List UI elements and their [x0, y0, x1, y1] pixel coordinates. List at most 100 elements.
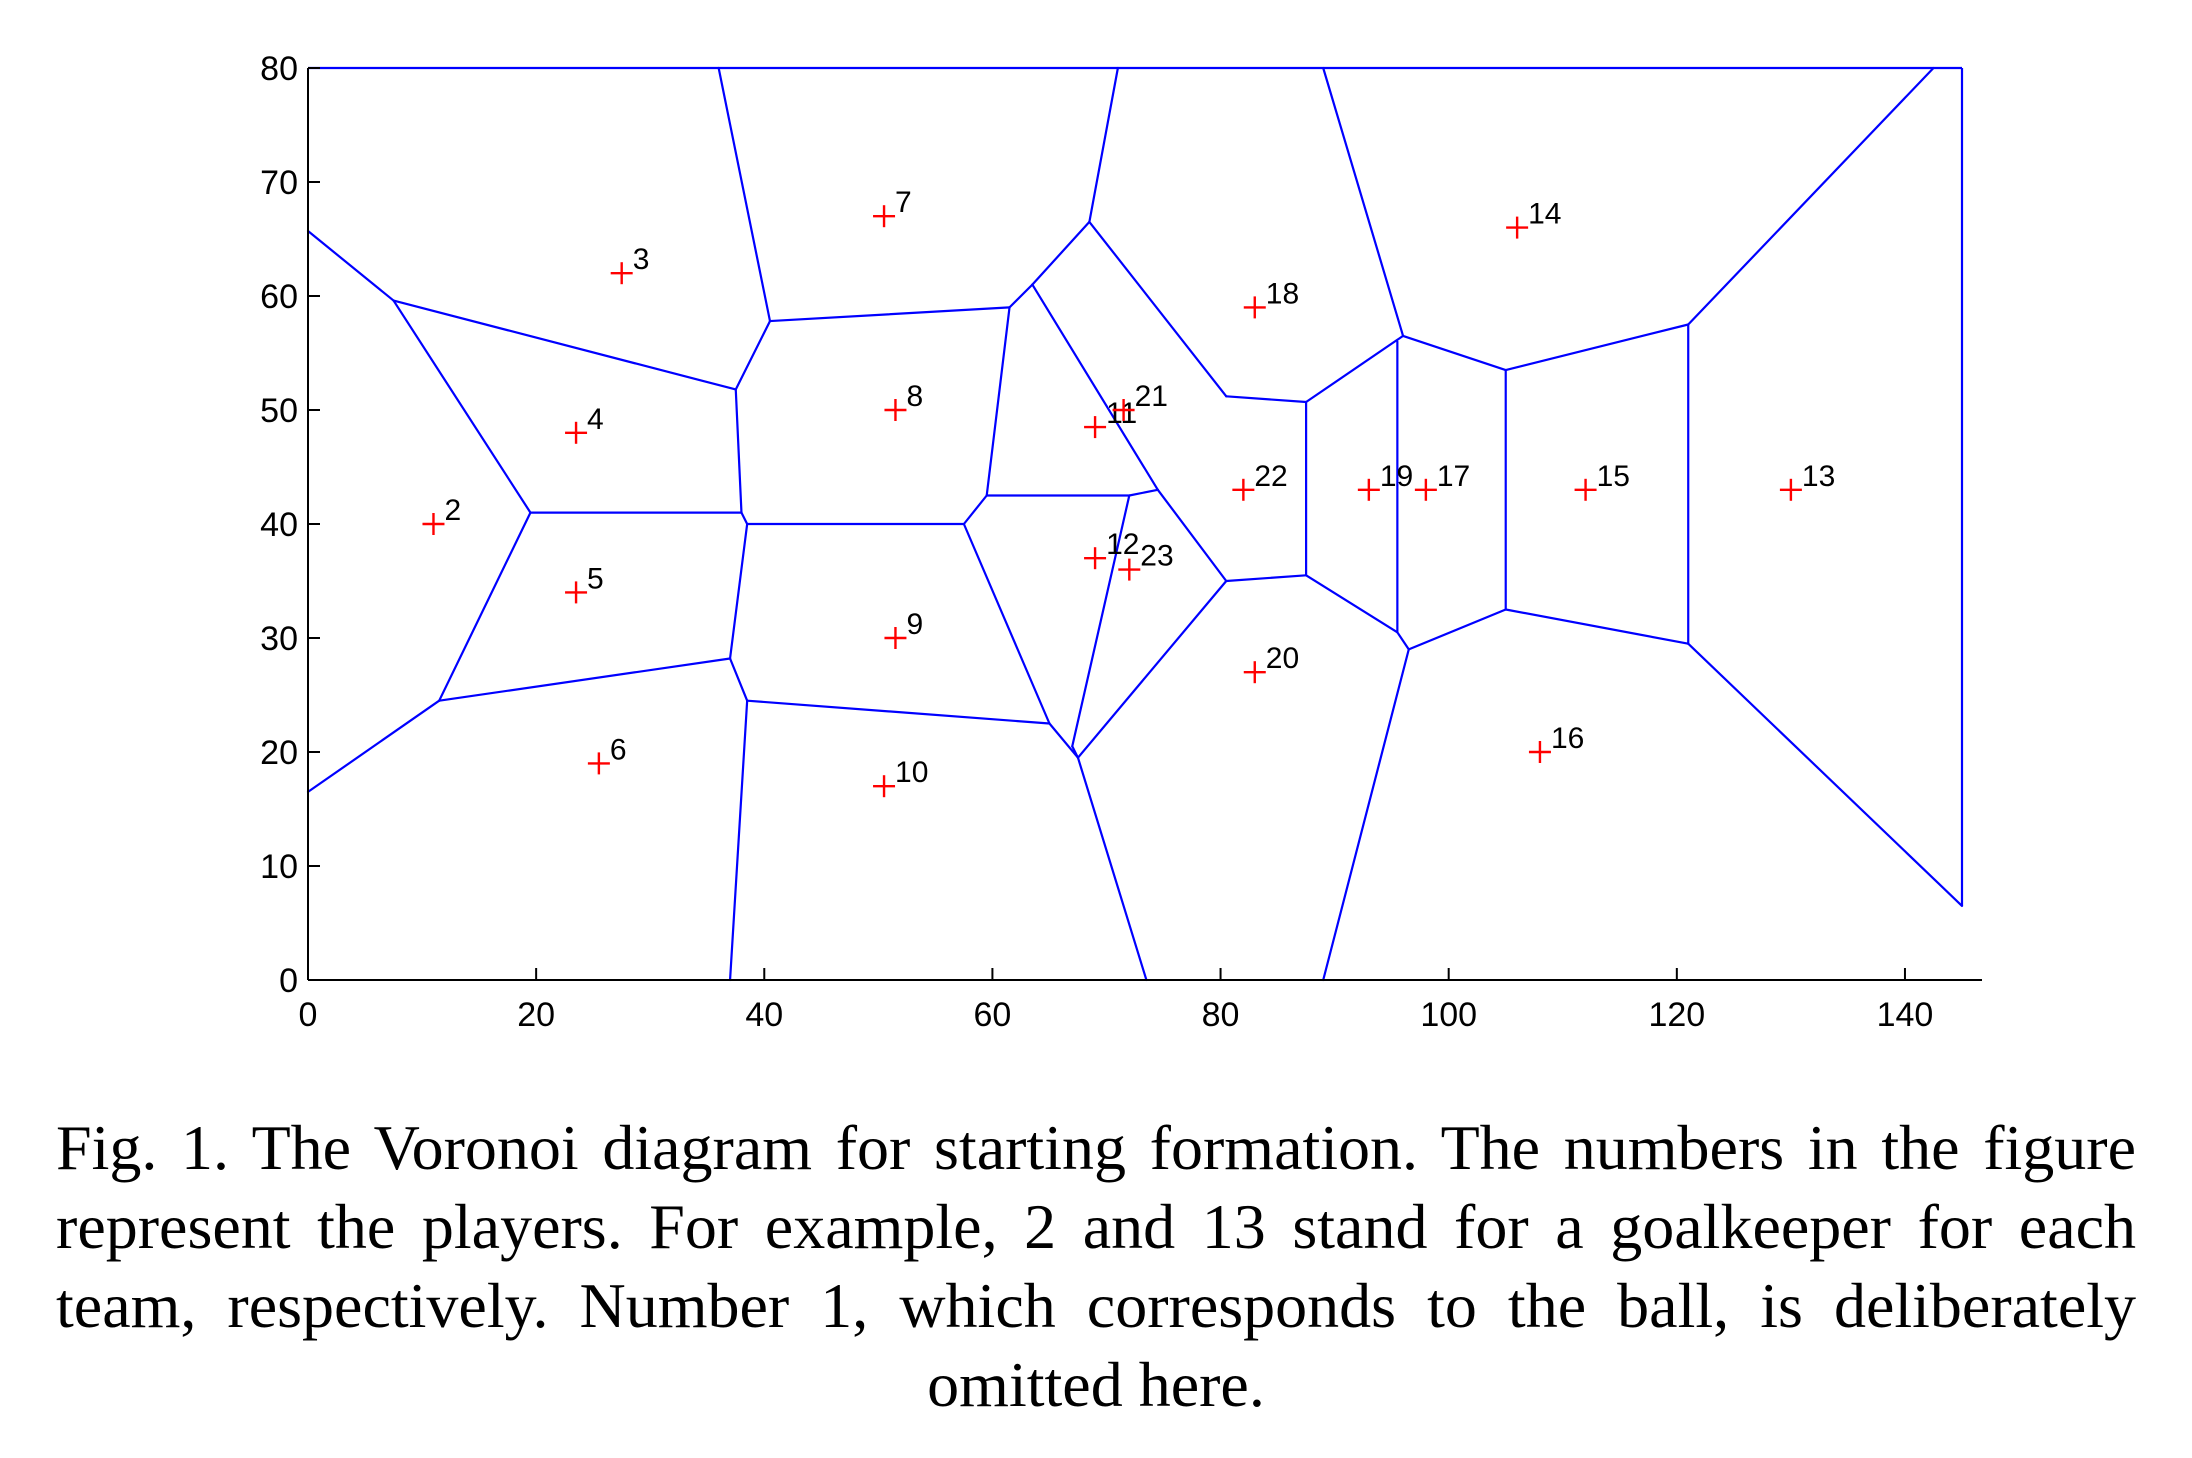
axes: 0 20 40 60 80 100 120 140 0 10 20 30 40 50 60 70 80 [260, 50, 1982, 1034]
voronoi-edge [717, 66, 772, 323]
player-label: 5 [587, 562, 604, 595]
player-point-14: 14 [1506, 198, 1562, 239]
y-tick-label: 80 [260, 50, 298, 88]
voronoi-edge [392, 299, 532, 514]
player-label: 22 [1254, 460, 1287, 493]
voronoi-edge [438, 511, 532, 702]
x-tick-label: 100 [1420, 996, 1477, 1034]
player-label: 7 [895, 186, 912, 219]
player-point-21: 21 [1112, 380, 1168, 421]
voronoi-edge [1156, 488, 1228, 583]
player-label: 2 [444, 494, 461, 527]
voronoi-edge [1225, 574, 1308, 583]
player-label: 8 [906, 380, 923, 413]
x-tick-label: 20 [517, 996, 555, 1034]
voronoi-edge [1401, 334, 1507, 372]
player-point-3: 3 [610, 243, 650, 285]
voronoi-edge [962, 522, 1051, 725]
figure-caption: Fig. 1. The Voronoi diagram for starting… [56, 1112, 2136, 1420]
player-point-22: 22 [1232, 460, 1288, 501]
voronoi-edge [1031, 283, 1159, 491]
player-label: 14 [1528, 198, 1561, 231]
voronoi-edge [1687, 642, 1964, 908]
voronoi-edge [746, 699, 1051, 725]
voronoi-edge [1225, 395, 1308, 404]
x-tick-label: 140 [1877, 996, 1934, 1034]
voronoi-edge [985, 306, 1011, 497]
player-label: 6 [610, 733, 627, 766]
player-point-23: 23 [1118, 540, 1174, 581]
player-point-8: 8 [884, 380, 923, 421]
player-label: 19 [1380, 460, 1413, 493]
voronoi-edge [1504, 608, 1690, 645]
x-tick-label: 0 [299, 996, 318, 1034]
player-point-2: 2 [422, 494, 461, 535]
y-tick-label: 50 [260, 392, 298, 430]
voronoi-edge [1396, 631, 1410, 651]
voronoi-edge [728, 657, 749, 702]
voronoi-edge [734, 388, 743, 514]
player-point-5: 5 [565, 562, 604, 604]
voronoi-edge [1305, 574, 1399, 634]
y-tick-label: 10 [260, 848, 298, 886]
voronoi-edge [306, 229, 395, 302]
player-label: 17 [1437, 460, 1470, 493]
voronoi-edge [1504, 323, 1690, 372]
y-tick-label: 40 [260, 506, 298, 544]
player-label: 16 [1551, 722, 1584, 755]
voronoi-edge [1008, 283, 1034, 309]
x-tick-label: 60 [973, 996, 1011, 1034]
player-point-9: 9 [884, 608, 923, 649]
player-point-12: 12 [1084, 528, 1139, 570]
voronoi-edge [1322, 66, 1405, 337]
x-tick-label: 120 [1648, 996, 1705, 1034]
player-label: 18 [1266, 277, 1299, 310]
y-tick-label: 30 [260, 620, 298, 658]
player-point-7: 7 [873, 186, 912, 228]
player-label: 23 [1140, 540, 1173, 573]
player-label: 21 [1135, 380, 1168, 413]
x-tick-label: 80 [1202, 996, 1240, 1034]
player-label: 13 [1802, 460, 1835, 493]
voronoi-edge [1088, 220, 1228, 398]
voronoi-edge [734, 319, 772, 391]
player-label: 12 [1106, 528, 1139, 561]
player-point-20: 20 [1243, 642, 1299, 684]
y-tick-label: 20 [260, 734, 298, 772]
player-point-18: 18 [1243, 277, 1299, 319]
player-label: 4 [587, 403, 604, 436]
voronoi-edge [1071, 494, 1131, 748]
player-point-11: 11 [1084, 397, 1137, 439]
voronoi-edge [1048, 722, 1080, 759]
player-label: 9 [906, 608, 923, 641]
player-point-6: 6 [587, 733, 627, 775]
voronoi-edge [306, 699, 441, 794]
y-tick-label: 60 [260, 278, 298, 316]
y-tick-label: 0 [279, 962, 298, 1000]
voronoi-edge [728, 699, 749, 982]
player-point-19: 19 [1357, 460, 1413, 501]
player-label: 15 [1597, 460, 1630, 493]
voronoi-edge [1031, 220, 1091, 286]
voronoi-edge [1687, 66, 1935, 326]
player-point-15: 15 [1574, 460, 1630, 501]
player-label: 3 [633, 243, 650, 276]
voronoi-edges [306, 66, 1964, 982]
x-tick-label: 40 [745, 996, 783, 1034]
y-tick-label: 70 [260, 164, 298, 202]
voronoi-edge [1128, 488, 1159, 497]
voronoi-edge [1088, 66, 1119, 223]
voronoi-edge [768, 306, 1011, 323]
player-point-17: 17 [1414, 460, 1470, 501]
voronoi-edge [962, 494, 988, 526]
player-label: 20 [1266, 642, 1299, 675]
voronoi-edge [1305, 334, 1405, 404]
voronoi-edge [728, 522, 749, 660]
player-point-16: 16 [1528, 722, 1584, 763]
voronoi-edge [1407, 608, 1507, 651]
voronoi-edge [1076, 579, 1228, 759]
player-point-10: 10 [873, 756, 928, 798]
voronoi-edge [438, 657, 732, 702]
